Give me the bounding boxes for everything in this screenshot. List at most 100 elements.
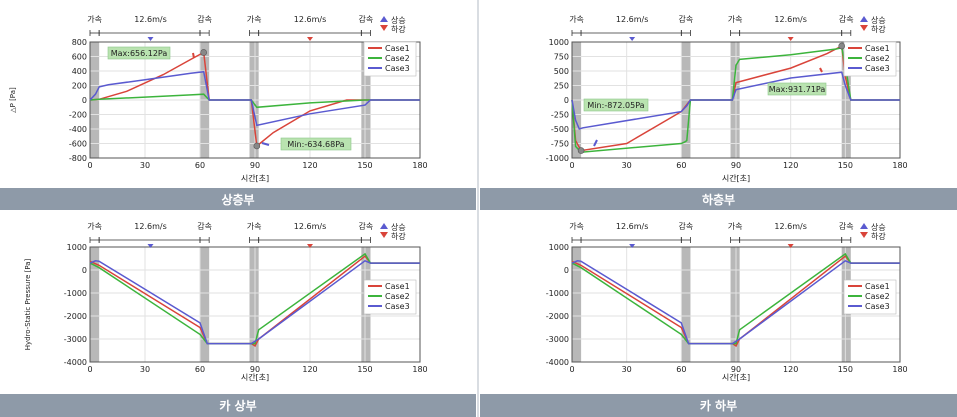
y-tick-label: 0 bbox=[82, 96, 87, 105]
annotation-arrow-icon bbox=[192, 52, 195, 59]
phase-label-speed: 12.6m/s bbox=[616, 222, 648, 231]
y-tick-label: -3000 bbox=[546, 335, 569, 344]
pressure-chart-car-top: -4000 -3000 -2000 -1000 0 1000 0 30 60 90 120 150 18… bbox=[24, 221, 428, 382]
x-axis-label: 시간[초] bbox=[241, 372, 269, 382]
legend-label: Case3 bbox=[385, 302, 410, 311]
caption-lower-floor: 하층부 bbox=[480, 188, 957, 210]
x-tick-label: 60 bbox=[195, 365, 205, 374]
y-tick-label: 0 bbox=[564, 96, 569, 105]
up-arrow-icon bbox=[860, 16, 868, 22]
phase-shade-1 bbox=[681, 247, 691, 362]
direction-legend-down: 하강 bbox=[871, 24, 886, 34]
y-tick-label: -1000 bbox=[546, 289, 569, 298]
direction-down-marker bbox=[787, 244, 794, 248]
x-tick-label: 60 bbox=[195, 161, 205, 170]
x-tick-label: 0 bbox=[569, 161, 574, 170]
y-tick-label: -500 bbox=[551, 125, 569, 134]
direction-legend-up: 상승 bbox=[391, 222, 406, 232]
chart-panel-upper-floor: -800 -600 -400 -200 0 200 400 600 800 0 30 60 90 120 1… bbox=[0, 0, 476, 188]
annotation-box bbox=[107, 46, 171, 60]
direction-down-marker bbox=[307, 244, 313, 248]
down-arrow-icon bbox=[380, 25, 388, 31]
y-tick-label: -3000 bbox=[64, 335, 87, 344]
phase-label-accel: 가속 bbox=[247, 222, 262, 231]
y-axis-label: △P [Pa] bbox=[9, 87, 17, 113]
direction-legend-down: 하강 bbox=[391, 24, 406, 34]
x-tick-label: 180 bbox=[412, 161, 427, 170]
direction-legend-down: 하강 bbox=[871, 231, 886, 241]
phase-label-speed: 12.6m/s bbox=[294, 222, 326, 231]
y-tick-label: -200 bbox=[69, 111, 87, 120]
series-line-case3 bbox=[89, 70, 420, 127]
direction-up-marker bbox=[147, 37, 154, 41]
series-line-case2 bbox=[571, 46, 900, 153]
x-tick-label: 60 bbox=[676, 365, 686, 374]
annotation-arrow-icon bbox=[593, 139, 598, 147]
y-tick-label: -600 bbox=[69, 140, 87, 149]
annotation-label: Min:-634.68Pa bbox=[287, 140, 344, 149]
pressure-chart-upper-floor: -800 -600 -400 -200 0 200 400 600 800 0 30 60 90 120 1… bbox=[9, 14, 428, 183]
up-arrow-icon bbox=[380, 16, 388, 22]
x-tick-label: 30 bbox=[622, 161, 632, 170]
phase-label-decel: 감속 bbox=[679, 14, 694, 24]
x-tick-label: 0 bbox=[87, 365, 92, 374]
x-tick-label: 150 bbox=[357, 161, 372, 170]
legend-label: Case1 bbox=[865, 282, 890, 291]
phase-label-speed: 12.6m/s bbox=[774, 15, 806, 24]
y-tick-label: -250 bbox=[551, 111, 569, 120]
phase-label-decel: 감속 bbox=[839, 14, 854, 24]
phase-shade-1 bbox=[200, 247, 210, 362]
chart-panel-car-top: -4000 -3000 -2000 -1000 0 1000 0 30 60 90 120 150 18… bbox=[0, 212, 476, 394]
phase-label-speed: 12.6m/s bbox=[774, 222, 806, 231]
plot-frame bbox=[89, 246, 421, 363]
y-tick-label: -2000 bbox=[64, 312, 87, 321]
legend-label: Case2 bbox=[865, 292, 890, 301]
y-axis-label: Hydro-Static Pressure [Pa] bbox=[24, 258, 32, 350]
phase-label-decel: 감속 bbox=[359, 221, 374, 231]
caption-car-bottom: 카 하부 bbox=[480, 394, 957, 417]
x-axis-label: 시간[초] bbox=[722, 372, 750, 382]
x-tick-label: 150 bbox=[838, 161, 853, 170]
chart-group: -1000 -750 -500 -250 0 250 500 750 1000 0 30 60 90 12… bbox=[546, 14, 908, 183]
phase-label-accel: 가속 bbox=[87, 222, 102, 231]
extreme-point-marker bbox=[200, 49, 207, 56]
direction-up-marker bbox=[629, 244, 636, 248]
phase-label-decel: 감속 bbox=[359, 14, 374, 24]
chart-group: -800 -600 -400 -200 0 200 400 600 800 0 30 60 90 120 1… bbox=[9, 14, 428, 183]
up-arrow-icon bbox=[860, 223, 868, 229]
phase-shade-2 bbox=[730, 247, 740, 362]
chart-panel-lower-floor: -1000 -750 -500 -250 0 250 500 750 1000 0 30 60 90 12… bbox=[480, 0, 957, 188]
phase-label-decel: 감속 bbox=[839, 221, 854, 231]
series-line-case3 bbox=[571, 259, 900, 345]
direction-down-marker bbox=[307, 37, 313, 41]
legend-label: Case2 bbox=[385, 54, 410, 63]
direction-legend-up: 상승 bbox=[391, 15, 406, 25]
y-tick-label: -750 bbox=[551, 140, 569, 149]
extreme-point-marker bbox=[577, 147, 585, 154]
legend-label: Case1 bbox=[865, 44, 890, 53]
phase-shade-0 bbox=[572, 247, 582, 362]
y-tick-label: -2000 bbox=[546, 312, 569, 321]
phase-label-accel: 가속 bbox=[87, 15, 102, 24]
x-tick-label: 30 bbox=[140, 161, 150, 170]
y-tick-label: 750 bbox=[554, 53, 569, 62]
phase-shade-0 bbox=[90, 247, 100, 362]
chart-group: -4000 -3000 -2000 -1000 0 1000 0 30 60 90 120 150 18… bbox=[546, 221, 908, 382]
x-tick-label: 30 bbox=[622, 365, 632, 374]
up-arrow-icon bbox=[380, 223, 388, 229]
x-tick-label: 180 bbox=[412, 365, 427, 374]
direction-up-marker bbox=[147, 244, 154, 248]
y-tick-label: -1000 bbox=[546, 154, 569, 163]
x-axis-label: 시간[초] bbox=[241, 173, 269, 183]
series-line-case2 bbox=[571, 252, 900, 345]
pressure-chart-lower-floor: -1000 -750 -500 -250 0 250 500 750 1000 0 30 60 90 12… bbox=[546, 14, 908, 183]
chart-panel-car-bottom: -4000 -3000 -2000 -1000 0 1000 0 30 60 90 120 150 18… bbox=[480, 212, 957, 394]
direction-up-marker bbox=[629, 37, 636, 41]
direction-down-marker bbox=[787, 37, 794, 41]
phase-label-accel: 가속 bbox=[728, 15, 743, 24]
phase-label-accel: 가속 bbox=[569, 15, 584, 24]
annotation-label: Max:931.71Pa bbox=[769, 85, 826, 94]
x-tick-label: 120 bbox=[302, 365, 317, 374]
y-tick-label: 1000 bbox=[549, 38, 569, 47]
x-tick-label: 90 bbox=[250, 161, 260, 170]
